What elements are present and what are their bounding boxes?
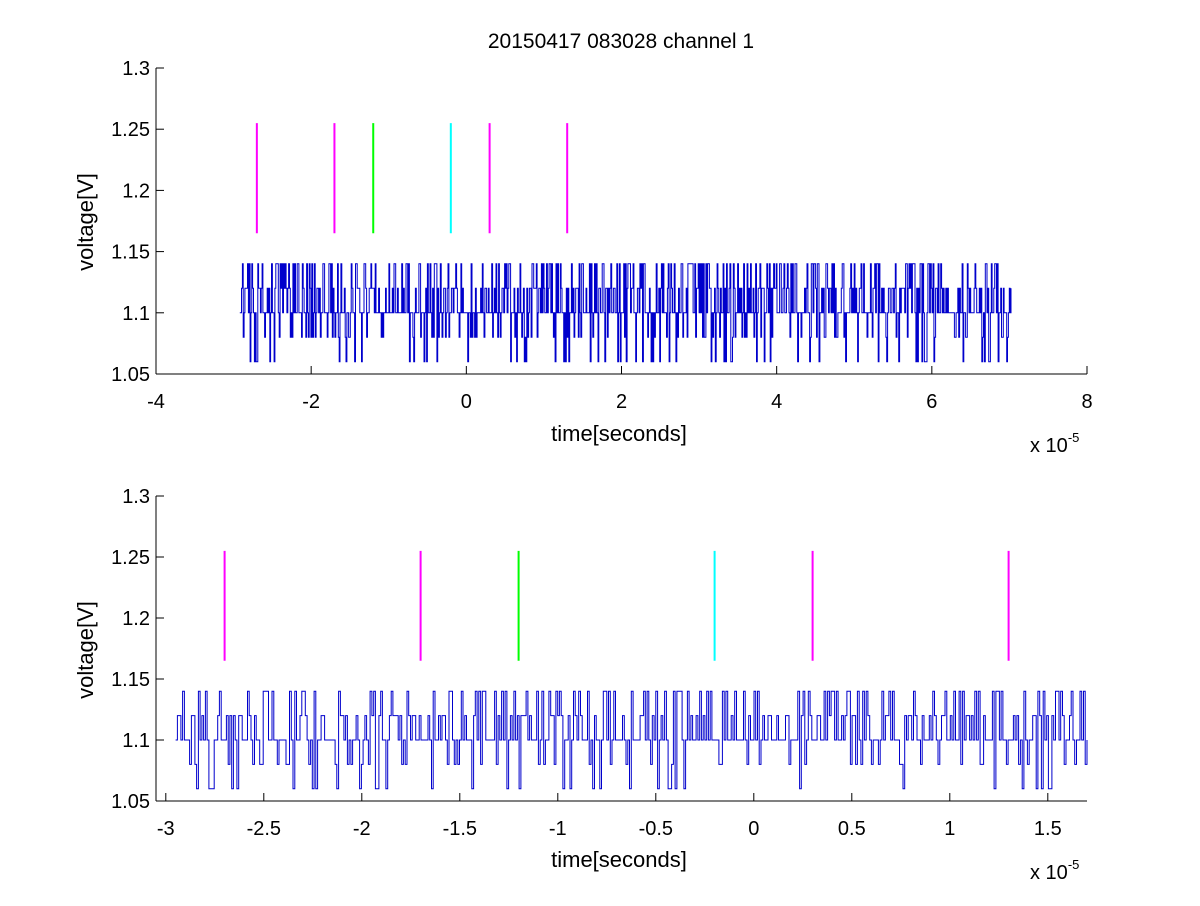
y-tick-label: 1.05 — [111, 791, 150, 813]
signal-trace — [239, 263, 1012, 363]
y-tick-label: 1.15 — [111, 242, 150, 264]
x-tick-label: 1 — [944, 818, 955, 840]
trace-line — [239, 263, 1012, 363]
y-tick-label: 1.25 — [111, 547, 150, 569]
x-tick-label: -2 — [302, 391, 320, 413]
x-tick-label: -3 — [157, 818, 175, 840]
event-markers — [255, 123, 569, 234]
y-tick-label: 1.25 — [111, 119, 150, 141]
x-tick-label: -1 — [549, 818, 567, 840]
x-tick-label: 6 — [926, 391, 937, 413]
x-tick-label: 0.5 — [838, 818, 866, 840]
x-tick-label: 1.5 — [1034, 818, 1062, 840]
trace-line — [175, 690, 1088, 790]
x-tick-label: -4 — [147, 391, 165, 413]
x-tick-label: -2.5 — [247, 818, 281, 840]
x-tick-label: -2 — [353, 818, 371, 840]
axes — [155, 495, 1087, 802]
y-tick-label: 1.3 — [122, 58, 150, 80]
x-multiplier-label: x 10-5 — [1030, 430, 1079, 457]
y-tick-label: 1.3 — [122, 486, 150, 508]
x-tick-label: 2 — [616, 391, 627, 413]
signal-trace — [175, 690, 1088, 790]
y-axis-label: voltage[V] — [73, 601, 98, 699]
y-tick-label: 1.2 — [122, 608, 150, 630]
bottom-plot: -3 -2.5 -2 -1.5 -1 -0.5 0 0.5 1 1.5 1.05 1.1 1.15 1.2… — [73, 486, 1088, 884]
x-axis-label: time[seconds] — [551, 421, 687, 446]
tick-labels: -4 -2 0 2 4 6 8 1.05 1.1 1.15 1.2 1.25 1.3 — [111, 58, 1093, 413]
y-axis-label: voltage[V] — [73, 173, 98, 271]
y-tick-label: 1.1 — [122, 730, 150, 752]
chart-title: 20150417 083028 channel 1 — [488, 30, 754, 53]
tick-labels: -3 -2.5 -2 -1.5 -1 -0.5 0 0.5 1 1.5 1.05 1.1 1.15 1.2… — [111, 486, 1062, 840]
x-multiplier-label: x 10-5 — [1030, 857, 1079, 884]
x-tick-label: 8 — [1081, 391, 1092, 413]
axes — [155, 67, 1088, 375]
top-plot: 20150417 083028 channel 1 -4 -2 0 2 4 6 8 1.05 1… — [73, 30, 1093, 457]
x-axis-label: time[seconds] — [551, 847, 687, 872]
x-tick-label: 4 — [771, 391, 782, 413]
x-tick-label: -1.5 — [443, 818, 477, 840]
x-tick-label: 0 — [748, 818, 759, 840]
y-tick-label: 1.2 — [122, 180, 150, 202]
y-tick-label: 1.05 — [111, 364, 150, 386]
y-tick-label: 1.1 — [122, 303, 150, 325]
event-markers — [223, 550, 1010, 661]
x-tick-label: 0 — [461, 391, 472, 413]
y-tick-label: 1.15 — [111, 669, 150, 691]
x-tick-label: -0.5 — [639, 818, 673, 840]
